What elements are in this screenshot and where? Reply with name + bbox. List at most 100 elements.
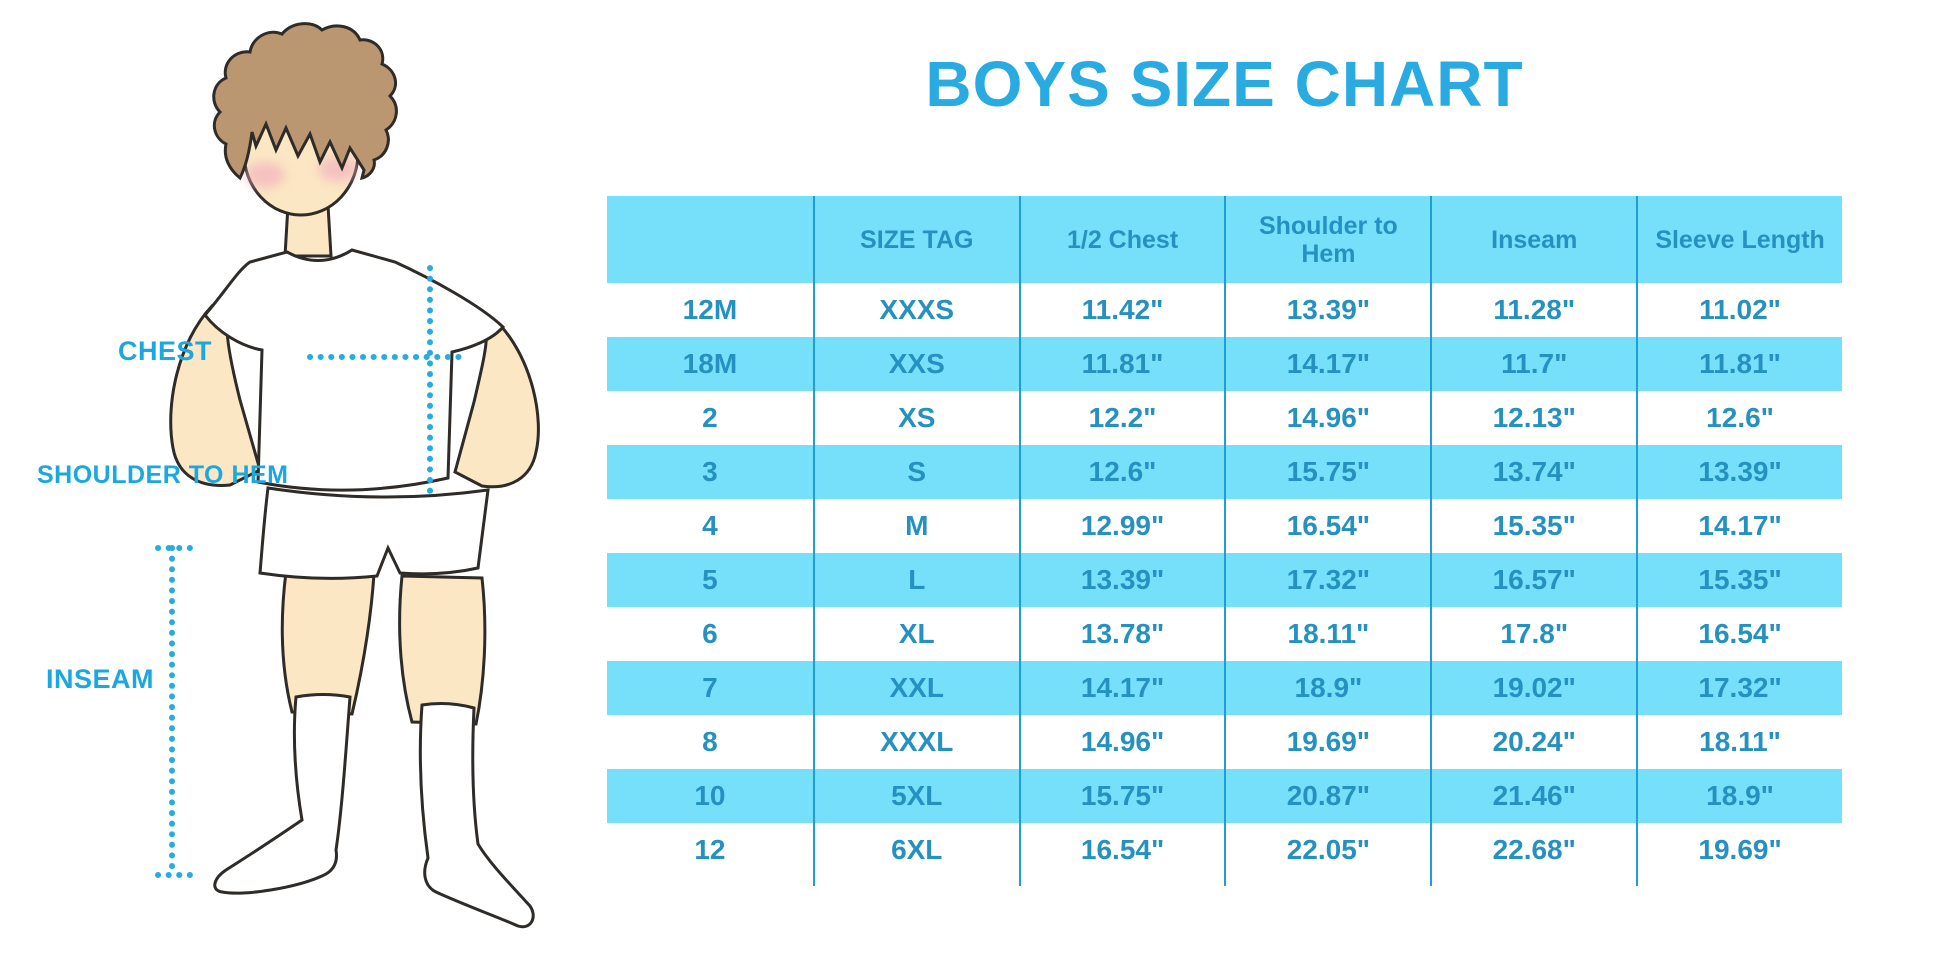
table-cell: 19.02"	[1430, 661, 1636, 715]
boy-left-sock	[213, 693, 352, 895]
table-cell: 19.69"	[1636, 823, 1842, 877]
label-shoulder-to-hem: SHOULDER TO HEM	[37, 461, 289, 489]
table-cell	[812, 877, 1019, 886]
table-cell: 17.32"	[1224, 553, 1430, 607]
table-cell: 17.8"	[1430, 607, 1636, 661]
table-cell: 13.39"	[1224, 283, 1430, 337]
table-cell: XXXL	[812, 715, 1019, 769]
table-cell: 12.6"	[1636, 391, 1842, 445]
table-cell: 2	[702, 402, 718, 433]
table-cell: 8	[702, 726, 718, 757]
table-cell: 18.11"	[1636, 715, 1842, 769]
table-cell: 15.75"	[1224, 445, 1430, 499]
table-cell: 16.57"	[1430, 553, 1636, 607]
table-cell	[607, 877, 813, 886]
table-cell: 15.35"	[1636, 553, 1842, 607]
table-cell: 5	[702, 564, 718, 595]
table-row: 8 XXXL 14.96" 19.69" 20.24" 18.11"	[607, 715, 1842, 769]
table-row: 12M XXXS 11.42" 13.39" 11.28" 11.02"	[607, 283, 1842, 337]
table-cell	[1018, 877, 1225, 886]
table-cell: XL	[812, 607, 1019, 661]
header-cell: Sleeve Length	[1636, 196, 1842, 283]
table-cell: 12	[694, 834, 726, 865]
table-cell: 15.75"	[1018, 769, 1225, 823]
size-table-body: 12M XXXS 11.42" 13.39" 11.28" 11.02" 18M XXS 11.…	[607, 283, 1842, 886]
table-cell	[1224, 877, 1430, 886]
table-cell	[1636, 877, 1842, 886]
table-cell: 15.35"	[1430, 499, 1636, 553]
boy-blush-left	[245, 162, 285, 188]
label-chest: CHEST	[118, 336, 213, 366]
table-cell: 11.81"	[1636, 337, 1842, 391]
header-cell: SIZE TAG	[812, 196, 1019, 283]
table-cell: 14.17"	[1224, 337, 1430, 391]
header-cell: Inseam	[1430, 196, 1636, 283]
table-cell: 18.9"	[1636, 769, 1842, 823]
table-row: 12 6XL 16.54" 22.05" 22.68" 19.69"	[607, 823, 1842, 877]
table-row: 10 5XL 15.75" 20.87" 21.46" 18.9"	[607, 769, 1842, 823]
boy-left-arm	[169, 303, 262, 487]
table-cell: 14.96"	[1224, 391, 1430, 445]
table-cell: 11.02"	[1636, 283, 1842, 337]
page-title: BOYS SIZE CHART	[925, 48, 1524, 120]
table-cell: 11.7"	[1430, 337, 1636, 391]
boy-right-sock	[418, 702, 535, 929]
table-cell: M	[812, 499, 1019, 553]
header-cell: 1/2 Chest	[1018, 196, 1225, 283]
boy-shorts	[258, 486, 490, 580]
table-cell: 10	[694, 780, 726, 811]
table-cell: 14.17"	[1018, 661, 1225, 715]
table-cell: 6	[702, 618, 718, 649]
table-cell: L	[812, 553, 1019, 607]
table-cell: 18.11"	[1224, 607, 1430, 661]
boy-hair	[212, 22, 398, 181]
table-cell: 22.68"	[1430, 823, 1636, 877]
table-row: 5 L 13.39" 17.32" 16.57" 15.35"	[607, 553, 1842, 607]
table-row: 3 S 12.6" 15.75" 13.74" 13.39"	[607, 445, 1842, 499]
table-cell: 20.24"	[1430, 715, 1636, 769]
table-cell: 7	[702, 672, 718, 703]
table-cell: 13.74"	[1430, 445, 1636, 499]
boy-right-arm	[453, 323, 540, 489]
table-cell: 22.05"	[1224, 823, 1430, 877]
table-row: 6 XL 13.78" 18.11" 17.8" 16.54"	[607, 607, 1842, 661]
table-row: 4 M 12.99" 16.54" 15.35" 14.17"	[607, 499, 1842, 553]
table-cell: 14.96"	[1018, 715, 1225, 769]
table-cell: 16.54"	[1636, 607, 1842, 661]
table-cell: 11.42"	[1018, 283, 1225, 337]
table-cell: 12M	[682, 294, 738, 325]
table-cell: 6XL	[812, 823, 1019, 877]
table-cell: 5XL	[812, 769, 1019, 823]
header-cell: Shoulder to Hem	[1224, 196, 1430, 283]
table-cell: 18.9"	[1224, 661, 1430, 715]
table-cell: 11.81"	[1018, 337, 1225, 391]
table-cell: XS	[812, 391, 1019, 445]
size-table-header: SIZE TAG 1/2 Chest Shoulder to Hem Inseam Sl…	[607, 196, 1842, 283]
table-cell: XXS	[812, 337, 1019, 391]
table-cell: 12.6"	[1018, 445, 1225, 499]
table-cell: 12.2"	[1018, 391, 1225, 445]
table-cell: XXL	[812, 661, 1019, 715]
boy-left-leg	[280, 570, 376, 716]
header-cell	[607, 196, 813, 283]
table-row: 2 XS 12.2" 14.96" 12.13" 12.6"	[607, 391, 1842, 445]
boy-illustration	[155, 22, 540, 929]
table-cell: 16.54"	[1018, 823, 1225, 877]
table-cell: 16.54"	[1224, 499, 1430, 553]
table-cell: 3	[702, 456, 718, 487]
table-cell: 14.17"	[1636, 499, 1842, 553]
table-cell: 13.39"	[1636, 445, 1842, 499]
table-cell: 18M	[682, 348, 738, 379]
table-cell: 4	[702, 510, 718, 541]
size-table: SIZE TAG 1/2 Chest Shoulder to Hem Inseam Sl…	[607, 196, 1842, 886]
table-cell: 19.69"	[1224, 715, 1430, 769]
table-row: 7 XXL 14.17" 18.9" 19.02" 17.32"	[607, 661, 1842, 715]
table-cell: 20.87"	[1224, 769, 1430, 823]
table-cell: 12.99"	[1018, 499, 1225, 553]
table-cell: 12.13"	[1430, 391, 1636, 445]
table-cell: 13.39"	[1018, 553, 1225, 607]
label-inseam: INSEAM	[46, 664, 155, 694]
table-cell: S	[812, 445, 1019, 499]
boy-right-leg	[398, 574, 487, 726]
